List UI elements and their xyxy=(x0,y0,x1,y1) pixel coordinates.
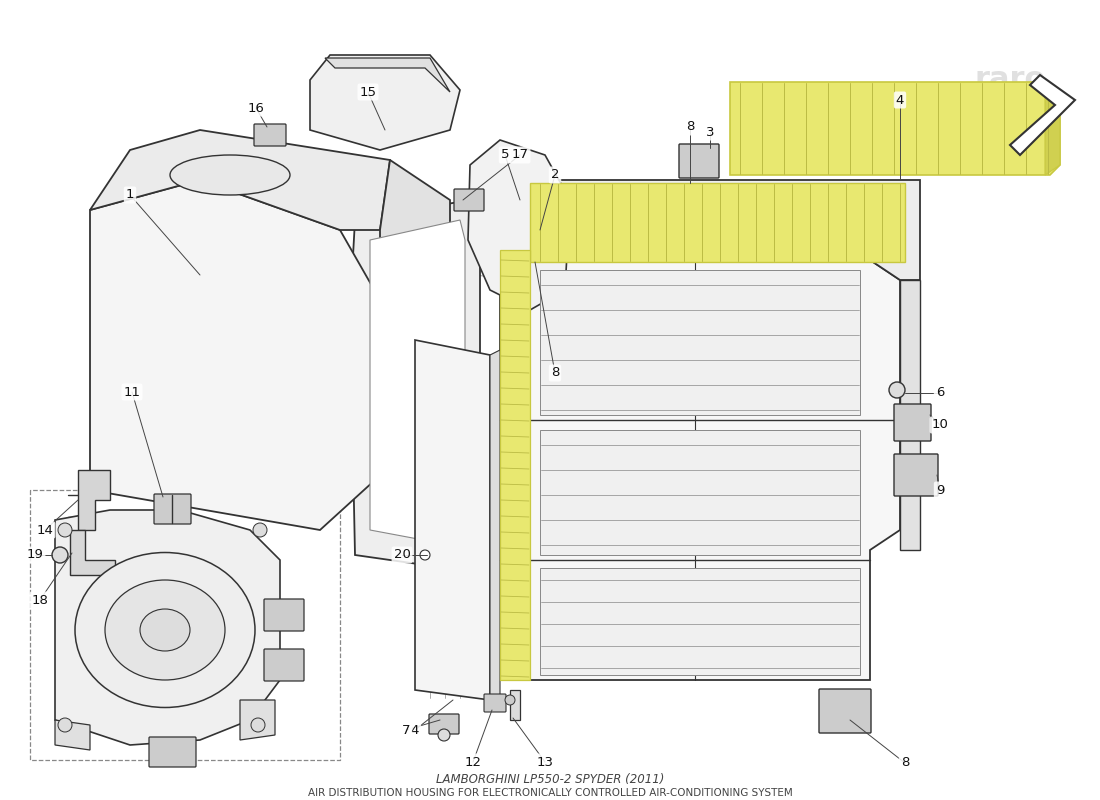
Circle shape xyxy=(420,550,430,560)
Polygon shape xyxy=(730,82,1060,175)
Polygon shape xyxy=(55,720,90,750)
Ellipse shape xyxy=(104,580,226,680)
FancyBboxPatch shape xyxy=(154,494,191,524)
Text: 15: 15 xyxy=(360,86,376,98)
Polygon shape xyxy=(78,470,110,530)
Polygon shape xyxy=(540,568,860,675)
Text: 5: 5 xyxy=(500,149,509,162)
Text: a passion for rare parts: a passion for rare parts xyxy=(216,349,644,531)
FancyBboxPatch shape xyxy=(254,124,286,146)
Polygon shape xyxy=(70,530,116,575)
Circle shape xyxy=(251,718,265,732)
Circle shape xyxy=(52,547,68,563)
Polygon shape xyxy=(500,250,900,680)
Polygon shape xyxy=(90,180,379,530)
Text: 2: 2 xyxy=(551,169,559,182)
Polygon shape xyxy=(500,180,920,280)
Polygon shape xyxy=(510,690,520,720)
Text: 12: 12 xyxy=(464,755,482,769)
Circle shape xyxy=(58,523,72,537)
Text: 4: 4 xyxy=(410,723,419,737)
Polygon shape xyxy=(530,183,905,262)
Ellipse shape xyxy=(170,155,290,195)
Polygon shape xyxy=(415,340,490,700)
Polygon shape xyxy=(240,700,275,740)
Text: 55: 55 xyxy=(994,118,1025,142)
Polygon shape xyxy=(540,430,860,555)
FancyBboxPatch shape xyxy=(264,649,304,681)
Polygon shape xyxy=(540,270,860,415)
Text: 9: 9 xyxy=(936,483,944,497)
Ellipse shape xyxy=(140,609,190,651)
Circle shape xyxy=(253,523,267,537)
Text: 6: 6 xyxy=(936,386,944,399)
Ellipse shape xyxy=(75,553,255,707)
Polygon shape xyxy=(1045,82,1060,175)
Polygon shape xyxy=(500,250,530,680)
Circle shape xyxy=(889,382,905,398)
Text: AIR DISTRIBUTION HOUSING FOR ELECTRONICALLY CONTROLLED AIR-CONDITIONING SYSTEM: AIR DISTRIBUTION HOUSING FOR ELECTRONICA… xyxy=(308,788,792,798)
FancyBboxPatch shape xyxy=(894,454,938,496)
Text: LAMBORGHINI LP550-2 SPYDER (2011): LAMBORGHINI LP550-2 SPYDER (2011) xyxy=(436,774,664,786)
FancyBboxPatch shape xyxy=(679,144,719,178)
Text: 10: 10 xyxy=(932,418,948,431)
Text: 8: 8 xyxy=(901,757,910,770)
Polygon shape xyxy=(900,280,920,550)
Text: parts: parts xyxy=(981,95,1038,115)
Text: 3: 3 xyxy=(706,126,714,138)
FancyBboxPatch shape xyxy=(820,689,871,733)
Text: 14: 14 xyxy=(36,523,54,537)
Text: raro: raro xyxy=(975,66,1046,94)
Polygon shape xyxy=(55,510,280,745)
Text: 17: 17 xyxy=(512,149,528,162)
Polygon shape xyxy=(1010,75,1075,155)
Text: 8: 8 xyxy=(685,121,694,134)
Circle shape xyxy=(438,729,450,741)
FancyBboxPatch shape xyxy=(484,694,506,712)
Polygon shape xyxy=(324,58,450,92)
Text: 11: 11 xyxy=(123,386,141,398)
Polygon shape xyxy=(90,130,390,230)
Text: 16: 16 xyxy=(248,102,264,114)
Text: 13: 13 xyxy=(537,755,553,769)
Circle shape xyxy=(505,695,515,705)
Text: 4: 4 xyxy=(895,94,904,106)
Polygon shape xyxy=(490,350,500,700)
Polygon shape xyxy=(375,160,450,480)
Text: 18: 18 xyxy=(32,594,48,606)
Text: 7: 7 xyxy=(402,723,410,737)
Circle shape xyxy=(58,718,72,732)
FancyBboxPatch shape xyxy=(454,189,484,211)
Polygon shape xyxy=(370,220,465,545)
FancyBboxPatch shape xyxy=(264,599,304,631)
FancyBboxPatch shape xyxy=(429,714,459,734)
Text: 20: 20 xyxy=(394,549,410,562)
Polygon shape xyxy=(310,55,460,150)
FancyBboxPatch shape xyxy=(894,404,931,441)
Text: 8: 8 xyxy=(551,366,559,379)
Text: 19: 19 xyxy=(26,549,43,562)
Polygon shape xyxy=(468,140,570,310)
FancyBboxPatch shape xyxy=(148,737,196,767)
Text: 1: 1 xyxy=(125,189,134,202)
Polygon shape xyxy=(350,200,480,570)
